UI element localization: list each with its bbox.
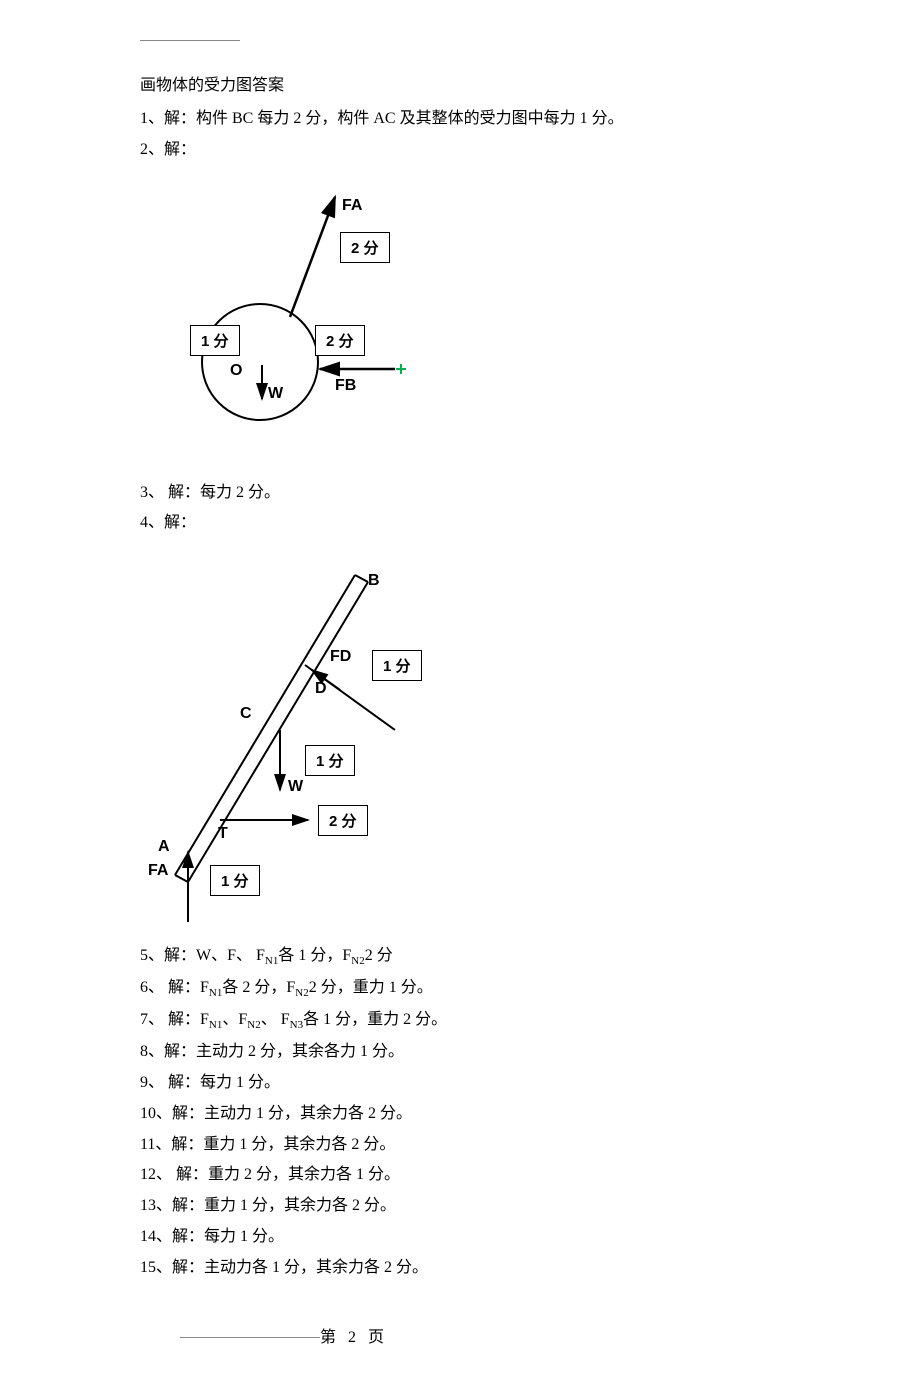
- item-4: 4、解：: [140, 509, 780, 538]
- figure-1: FA FB O W 2 分 1 分 2 分: [140, 177, 460, 467]
- item-3: 3、 解：每力 2 分。: [140, 479, 780, 508]
- score-FA2: 1 分: [210, 865, 260, 896]
- footer-divider: [180, 1337, 320, 1338]
- item-7-a: 7、 解：F: [140, 1011, 209, 1028]
- item-7-d: 各 1 分，重力 2 分。: [303, 1011, 447, 1028]
- figure-2: B C D FD W T A FA 1 分 1 分 2 分 1 分: [140, 550, 460, 930]
- item-5-c: 2 分: [365, 947, 393, 964]
- figure-2-svg: [140, 550, 460, 930]
- page-footer: 第 2 页: [140, 1323, 780, 1347]
- sub-n2: N2: [351, 955, 364, 967]
- label-O: O: [230, 362, 242, 380]
- label-FD: FD: [330, 648, 351, 666]
- item-9: 9、 解：每力 1 分。: [140, 1069, 780, 1098]
- item-5-a: 5、解：W、F、 F: [140, 947, 265, 964]
- sub-n1-3: N1: [209, 1019, 222, 1031]
- label-FA: FA: [342, 197, 362, 215]
- item-15: 15、解：主动力各 1 分，其余力各 2 分。: [140, 1254, 780, 1283]
- item-1: 1、解：构件 BC 每力 2 分，构件 AC 及其整体的受力图中每力 1 分。: [140, 105, 780, 134]
- score-W: 1 分: [190, 325, 240, 356]
- sub-n2-2: N2: [295, 987, 308, 999]
- sub-n3: N3: [290, 1019, 303, 1031]
- item-5-b: 各 1 分，F: [278, 947, 351, 964]
- item-7-c: 、 F: [261, 1011, 290, 1028]
- score-FA: 2 分: [340, 232, 390, 263]
- label-W2: W: [288, 778, 303, 796]
- item-6-c: 2 分，重力 1 分。: [309, 979, 433, 996]
- item-8: 8、解：主动力 2 分，其余各力 1 分。: [140, 1038, 780, 1067]
- item-6-a: 6、 解：F: [140, 979, 209, 996]
- label-D: D: [315, 680, 327, 698]
- label-B: B: [368, 572, 380, 590]
- label-C: C: [240, 705, 252, 723]
- header-divider: [140, 40, 240, 41]
- item-14: 14、解：每力 1 分。: [140, 1223, 780, 1252]
- item-2: 2、解：: [140, 136, 780, 165]
- item-11: 11、解：重力 1 分，其余力各 2 分。: [140, 1131, 780, 1160]
- footer-page-number: 第 2 页: [320, 1329, 388, 1346]
- page-title: 画物体的受力图答案: [140, 71, 780, 95]
- item-6: 6、 解：FN1各 2 分，FN22 分，重力 1 分。: [140, 974, 780, 1004]
- sub-n2-3: N2: [247, 1019, 260, 1031]
- label-FA2: FA: [148, 862, 168, 880]
- item-12: 12、 解：重力 2 分，其余力各 1 分。: [140, 1161, 780, 1190]
- item-13: 13、解：重力 1 分，其余力各 2 分。: [140, 1192, 780, 1221]
- item-7-b: 、F: [222, 1011, 247, 1028]
- score-FD: 1 分: [372, 650, 422, 681]
- label-W: W: [268, 385, 283, 403]
- sub-n1: N1: [265, 955, 278, 967]
- figure-1-svg: [140, 177, 460, 467]
- label-A: A: [158, 838, 170, 856]
- score-T: 2 分: [318, 805, 368, 836]
- label-T: T: [218, 825, 228, 843]
- item-7: 7、 解：FN1、FN2、 FN3各 1 分，重力 2 分。: [140, 1006, 780, 1036]
- item-10: 10、解：主动力 1 分，其余力各 2 分。: [140, 1100, 780, 1129]
- item-6-b: 各 2 分，F: [222, 979, 295, 996]
- sub-n1-2: N1: [209, 987, 222, 999]
- label-FB: FB: [335, 377, 356, 395]
- item-5: 5、解：W、F、 FN1各 1 分，FN22 分: [140, 942, 780, 972]
- score-FB: 2 分: [315, 325, 365, 356]
- score-W2: 1 分: [305, 745, 355, 776]
